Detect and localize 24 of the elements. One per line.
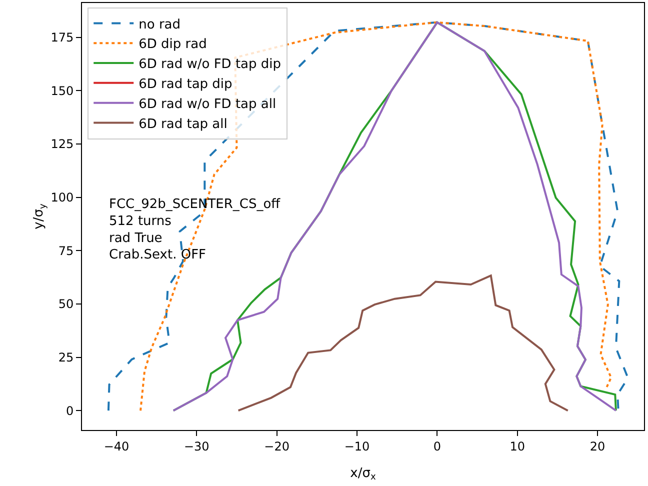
y-tick-label: 175 bbox=[50, 30, 74, 45]
legend-label: 6D rad tap all bbox=[138, 116, 228, 132]
x-tick-label: 0 bbox=[433, 439, 441, 454]
y-tick-label: 25 bbox=[58, 350, 74, 364]
x-tick-label: −30 bbox=[184, 439, 210, 454]
legend-label: 6D rad w/o FD tap dip bbox=[138, 57, 282, 72]
y-tick-label: 75 bbox=[58, 244, 74, 258]
annotation: FCC_92b_SCENTER_CS_off 512 turns rad True Crab.Sext. OFF bbox=[109, 197, 282, 263]
x-axis-title: x/σ$_{x}$ bbox=[350, 466, 376, 483]
x-tick-label: −10 bbox=[344, 439, 370, 454]
y-tick-label: 125 bbox=[50, 137, 74, 152]
x-tick-label: 10 bbox=[510, 439, 525, 454]
x-tick-label: −20 bbox=[264, 439, 290, 454]
y-tick-label: 100 bbox=[50, 190, 74, 204]
legend-label: 6D rad tap dip bbox=[138, 76, 232, 92]
line-series bbox=[237, 274, 569, 412]
x-tick-label: 20 bbox=[590, 439, 606, 454]
y-tick-label: 150 bbox=[50, 84, 74, 98]
y-tick-label: 50 bbox=[58, 297, 74, 312]
x-tick-label: −40 bbox=[104, 439, 130, 454]
legend-label: 6D rad w/o FD tap all bbox=[138, 96, 276, 112]
legend-label: no rad bbox=[138, 17, 181, 32]
legend-label: 6D dip rad bbox=[138, 37, 207, 52]
y-tick-label: 0 bbox=[66, 404, 74, 418]
